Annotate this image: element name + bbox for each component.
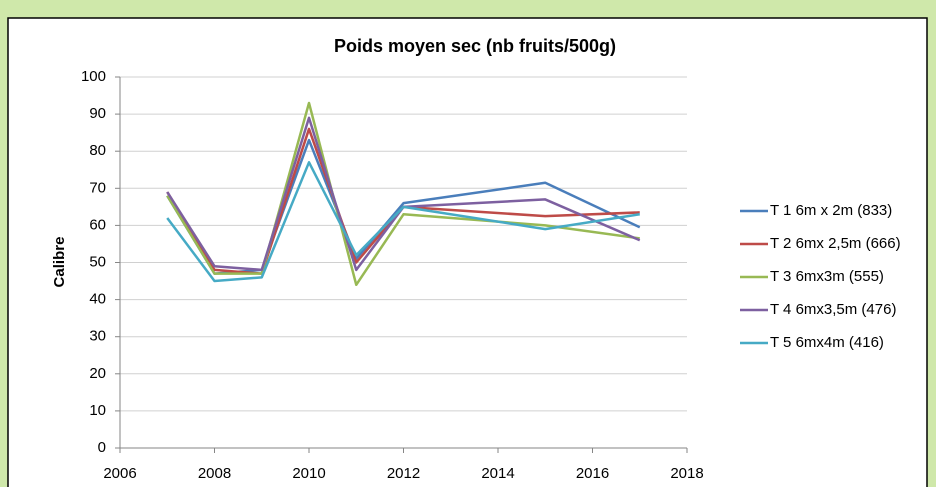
y-tick-label: 90 (89, 105, 106, 122)
y-tick-label: 70 (89, 179, 106, 196)
x-tick-label: 2006 (103, 465, 136, 482)
legend-label: T 1 6m x 2m (833) (770, 202, 892, 219)
series-line (166, 116, 641, 272)
y-tick-label: 30 (89, 328, 106, 345)
x-tick-label: 2016 (576, 465, 609, 482)
y-tick-label: 40 (89, 291, 106, 308)
y-tick-label: 50 (89, 253, 106, 270)
y-tick-label: 0 (98, 439, 106, 456)
y-tick-label: 60 (89, 216, 106, 233)
x-tick-label: 2010 (292, 465, 325, 482)
legend-label: T 2 6mx 2,5m (666) (770, 235, 901, 252)
y-axis-label: Calibre (51, 237, 68, 288)
x-tick-label: 2012 (387, 465, 420, 482)
x-tick-label: 2014 (481, 465, 514, 482)
chart-title: Poids moyen sec (nb fruits/500g) (334, 36, 616, 56)
x-tick-label: 2018 (670, 465, 703, 482)
chart-area (7, 17, 928, 487)
series-line (166, 161, 640, 283)
legend-label: T 3 6mx3m (555) (770, 268, 884, 285)
y-tick-label: 10 (89, 402, 106, 419)
y-tick-label: 20 (89, 365, 106, 382)
y-tick-label: 100 (81, 68, 106, 85)
x-tick-label: 2008 (198, 465, 231, 482)
y-tick-label: 80 (89, 142, 106, 159)
legend-label: T 4 6mx3,5m (476) (770, 301, 896, 318)
legend-label: T 5 6mx4m (416) (770, 334, 884, 351)
